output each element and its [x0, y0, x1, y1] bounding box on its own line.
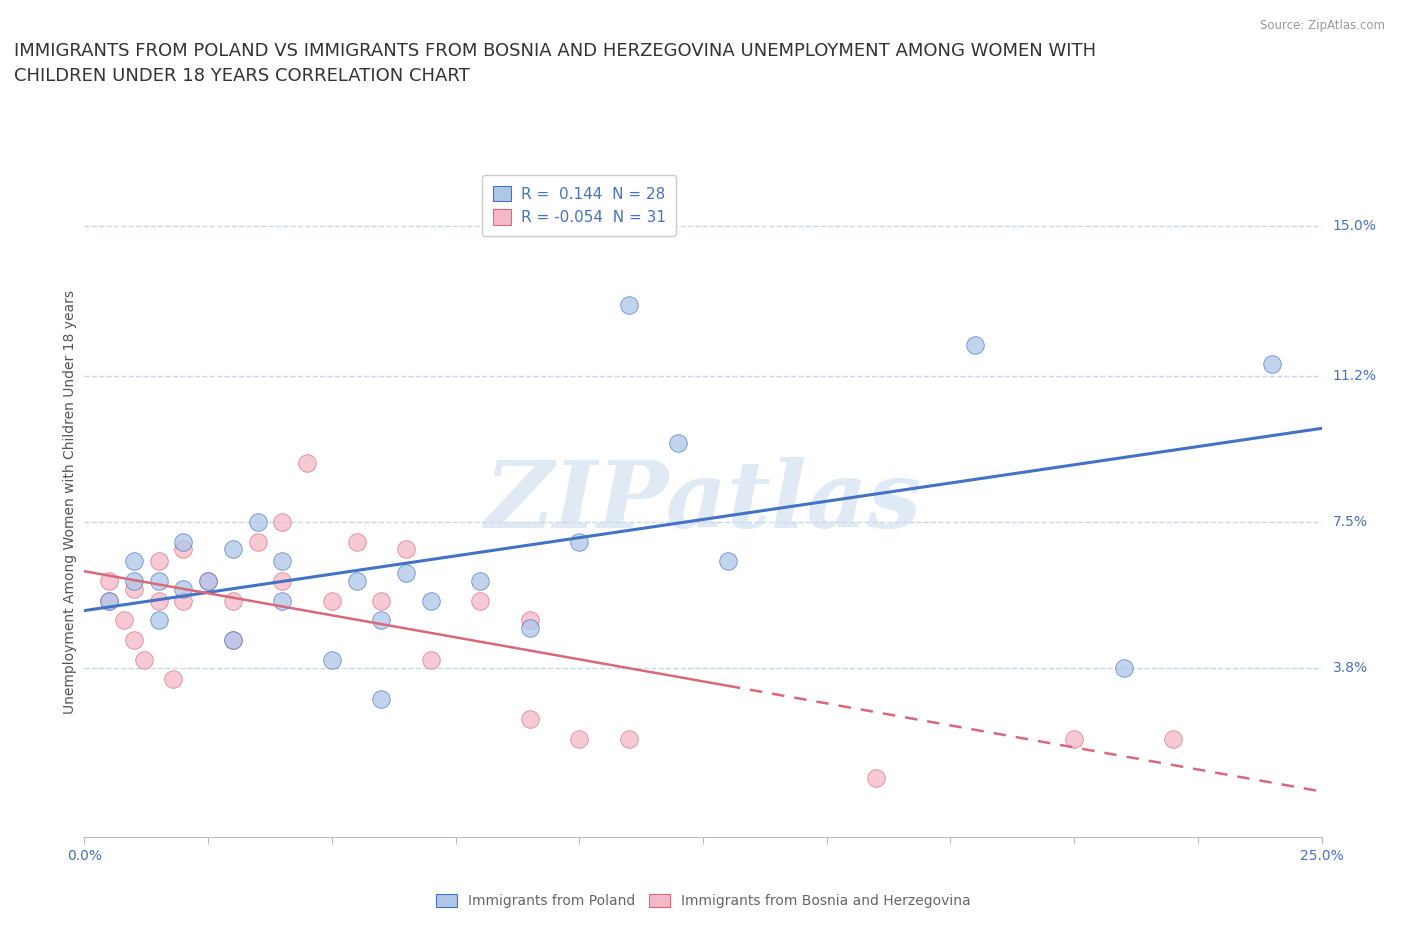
Point — [222, 632, 245, 647]
Point — [321, 652, 343, 667]
Point — [246, 514, 269, 529]
Point — [148, 613, 170, 628]
Point — [246, 534, 269, 549]
Text: 15.0%: 15.0% — [1333, 219, 1376, 233]
Point — [271, 593, 294, 608]
Point — [222, 542, 245, 557]
Point — [222, 593, 245, 608]
Text: 3.8%: 3.8% — [1333, 660, 1368, 674]
Point — [370, 593, 392, 608]
Point — [617, 731, 640, 746]
Point — [666, 435, 689, 450]
Point — [112, 613, 135, 628]
Point — [98, 593, 121, 608]
Point — [965, 338, 987, 352]
Text: 7.5%: 7.5% — [1333, 515, 1368, 529]
Point — [271, 554, 294, 569]
Point — [172, 534, 194, 549]
Text: 11.2%: 11.2% — [1333, 369, 1376, 383]
Point — [568, 534, 591, 549]
Point — [419, 593, 441, 608]
Point — [1112, 660, 1135, 675]
Point — [295, 456, 318, 471]
Point — [148, 593, 170, 608]
Point — [568, 731, 591, 746]
Point — [122, 581, 145, 596]
Point — [122, 554, 145, 569]
Point — [197, 574, 219, 589]
Point — [98, 593, 121, 608]
Legend: R =  0.144  N = 28, R = -0.054  N = 31: R = 0.144 N = 28, R = -0.054 N = 31 — [482, 175, 676, 236]
Point — [222, 632, 245, 647]
Text: ZIPatlas: ZIPatlas — [485, 458, 921, 547]
Point — [132, 652, 155, 667]
Point — [197, 574, 219, 589]
Point — [122, 632, 145, 647]
Point — [419, 652, 441, 667]
Point — [172, 593, 194, 608]
Point — [717, 554, 740, 569]
Point — [98, 574, 121, 589]
Point — [148, 554, 170, 569]
Point — [122, 574, 145, 589]
Point — [346, 574, 368, 589]
Point — [865, 770, 887, 785]
Point — [519, 621, 541, 636]
Point — [395, 542, 418, 557]
Point — [172, 581, 194, 596]
Point — [1261, 357, 1284, 372]
Point — [519, 613, 541, 628]
Text: Source: ZipAtlas.com: Source: ZipAtlas.com — [1260, 19, 1385, 32]
Text: IMMIGRANTS FROM POLAND VS IMMIGRANTS FROM BOSNIA AND HERZEGOVINA UNEMPLOYMENT AM: IMMIGRANTS FROM POLAND VS IMMIGRANTS FRO… — [14, 42, 1097, 85]
Point — [1161, 731, 1184, 746]
Point — [519, 711, 541, 726]
Point — [148, 574, 170, 589]
Y-axis label: Unemployment Among Women with Children Under 18 years: Unemployment Among Women with Children U… — [63, 290, 77, 714]
Legend: Immigrants from Poland, Immigrants from Bosnia and Herzegovina: Immigrants from Poland, Immigrants from … — [430, 889, 976, 914]
Point — [470, 574, 492, 589]
Point — [395, 565, 418, 580]
Point — [321, 593, 343, 608]
Point — [617, 298, 640, 312]
Point — [162, 672, 184, 687]
Point — [1063, 731, 1085, 746]
Point — [370, 692, 392, 707]
Point — [172, 542, 194, 557]
Point — [346, 534, 368, 549]
Point — [271, 514, 294, 529]
Point — [470, 593, 492, 608]
Point — [370, 613, 392, 628]
Point — [271, 574, 294, 589]
